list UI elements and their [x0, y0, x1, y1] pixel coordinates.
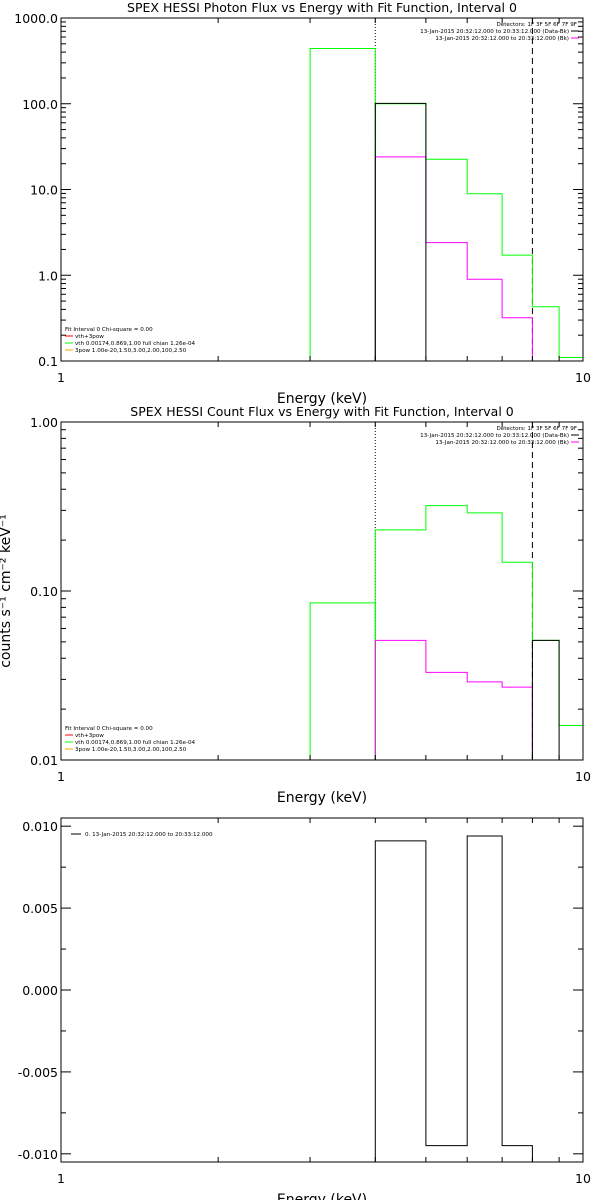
series-line-2 [374, 505, 583, 760]
legend-entry: 13-Jan-2015 20:32:12.000 to 20:33:12.000… [420, 433, 569, 439]
series-line-2 [374, 103, 583, 361]
chart-title: SPEX HESSI Count Flux vs Energy with Fit… [130, 404, 513, 419]
y-tick-label: 10.0 [30, 183, 58, 198]
legend-entry: 0. 13-Jan-2015 20:32:12.000 to 20:33:12.… [85, 832, 213, 838]
x-tick-label: 10 [575, 769, 591, 784]
series-line-1 [374, 835, 533, 1162]
legend-entry: Detectors: 1F 3F 5F 6F 7F 9F [496, 22, 577, 28]
legend-entry: Detectors: 1F 3F 5F 6F 7F 9F [496, 426, 577, 432]
series-line-1 [309, 48, 376, 361]
legend-entry: Fit Interval 0 Chi-square = 0.00 [65, 327, 153, 333]
y-tick-label: 0.005 [22, 901, 58, 916]
y-tick-label: 100.0 [22, 97, 58, 112]
x-axis-label: Energy (keV) [277, 391, 367, 407]
series-line-3 [374, 639, 533, 760]
legend-entry: vth 0.00174,0.869,1.00 full chian 1.26e-… [75, 341, 196, 347]
legend-entry: Fit Interval 0 Chi-square = 0.00 [65, 726, 153, 732]
legend-entry: 3pow 1.00e-20,1.50,3.00,2.00,100,2.50 [75, 747, 187, 753]
chart-panel-1: SPEX HESSI Photon Flux vs Energy with Fi… [14, 0, 591, 407]
series-line-1 [309, 602, 376, 760]
series-line-4 [374, 102, 427, 361]
legend-entry: 13-Jan-2015 20:32:12.000 to 20:33:12.000… [435, 440, 569, 446]
legend-entry: vth+3pow [75, 334, 104, 340]
plot-frame [60, 17, 584, 362]
x-tick-label: 1 [57, 370, 65, 385]
y-tick-label: -0.010 [18, 1147, 58, 1162]
y-tick-label: 0.010 [22, 819, 58, 834]
y-tick-label: 0.000 [22, 983, 58, 998]
legend-entry: 3pow 1.00e-20,1.50,3.00,2.00,100,2.50 [75, 348, 187, 354]
plot-frame [60, 421, 584, 761]
legend-entry: vth+3pow [75, 733, 104, 739]
y-axis-label: counts s⁻¹ cm⁻² keV⁻¹ [0, 514, 14, 668]
series-line-4 [531, 639, 560, 760]
x-tick-label: 10 [575, 370, 591, 385]
x-axis-label: Energy (keV) [277, 790, 367, 806]
chart-title: SPEX HESSI Photon Flux vs Energy with Fi… [127, 0, 517, 15]
y-tick-label: 1.0 [38, 268, 58, 283]
legend-entry: 13-Jan-2015 20:32:12.000 to 20:33:12.000… [435, 36, 569, 42]
x-tick-label: 1 [57, 1171, 65, 1186]
series-line-3 [374, 156, 533, 361]
legend-entry: vth 0.00174,0.869,1.00 full chian 1.26e-… [75, 740, 196, 746]
y-tick-label: 0.1 [38, 354, 58, 369]
y-tick-label: -0.005 [18, 1065, 58, 1080]
x-tick-label: 10 [575, 1171, 591, 1186]
x-tick-label: 1 [57, 769, 65, 784]
chart-panel-3: -0.010 -0.005 0.000 0.005 0.010 1 10 Energy (ke… [18, 817, 591, 1200]
y-tick-label: 0.10 [30, 584, 58, 599]
y-tick-label: 0.01 [30, 753, 58, 768]
x-axis-label: Energy (keV) [277, 1192, 367, 1200]
y-tick-label: 1.00 [30, 415, 58, 430]
y-tick-label: 1000.0 [14, 11, 58, 26]
chart-panel-2: SPEX HESSI Count Flux vs Energy with Fit… [0, 404, 591, 806]
legend-entry: 13-Jan-2015 20:32:12.000 to 20:33:12.000… [420, 29, 569, 35]
plot-frame [60, 817, 584, 1163]
